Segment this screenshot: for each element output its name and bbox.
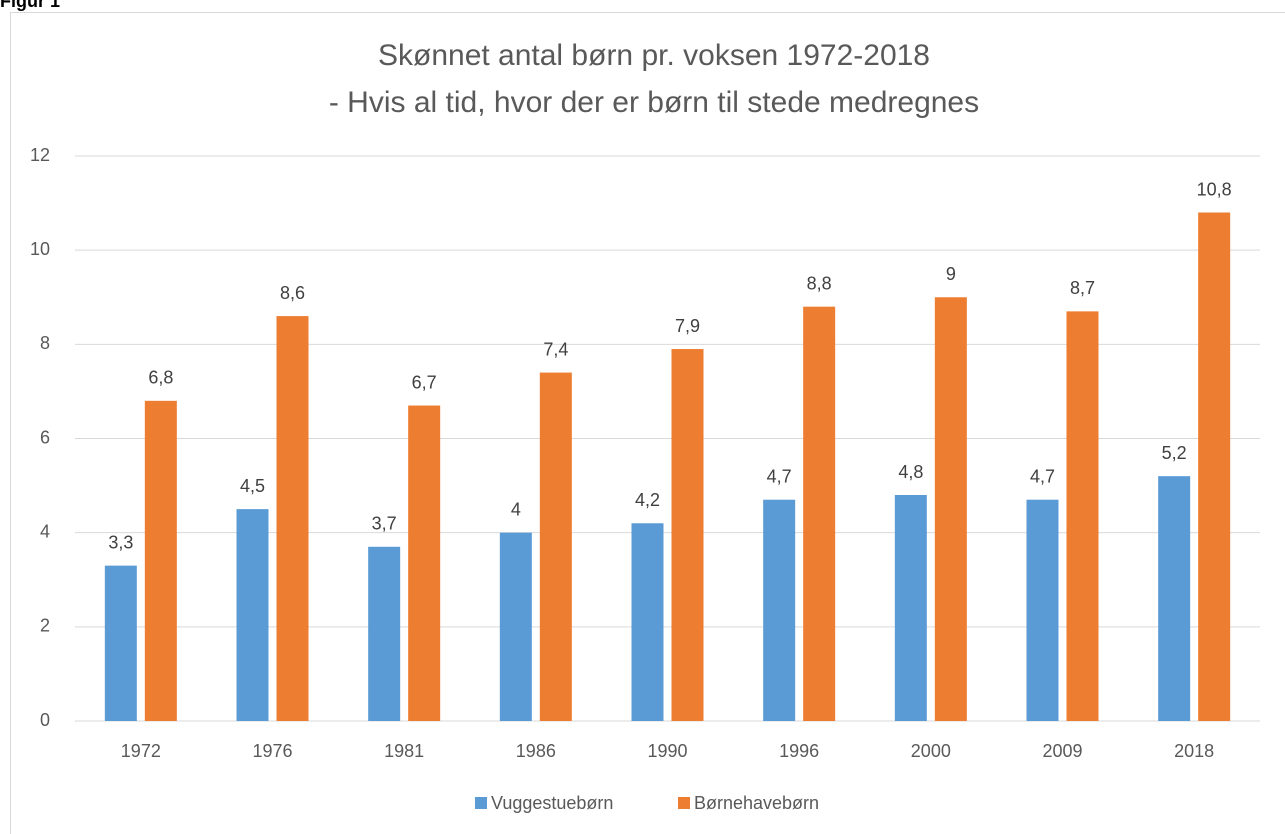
- chart-subtitle: - Hvis al tid, hvor der er børn til sted…: [329, 86, 979, 119]
- bar: [499, 532, 532, 721]
- x-tick-label: 2018: [1174, 741, 1214, 761]
- data-label: 9: [946, 264, 956, 284]
- x-tick-label: 1981: [384, 741, 424, 761]
- data-label: 4,7: [1030, 466, 1055, 486]
- data-label: 4,7: [767, 466, 792, 486]
- x-tick-label: 1972: [121, 741, 161, 761]
- x-tick-label: 1976: [252, 741, 292, 761]
- data-label: 6,8: [148, 368, 173, 388]
- bar: [894, 495, 927, 721]
- bar: [408, 405, 441, 721]
- bar: [1198, 212, 1231, 721]
- bar: [671, 349, 704, 721]
- data-label: 4: [511, 499, 521, 519]
- data-label: 7,4: [543, 339, 568, 359]
- data-label: 3,3: [108, 532, 133, 552]
- y-tick-label: 6: [40, 427, 50, 447]
- bar: [236, 509, 269, 721]
- y-tick-label: 0: [40, 710, 50, 730]
- chart-title: Skønnet antal børn pr. voksen 1972-2018: [378, 39, 930, 72]
- legend-label: Vuggestuebørn: [491, 793, 613, 813]
- bar: [1066, 311, 1099, 721]
- bar: [1026, 499, 1059, 721]
- x-tick-label: 1990: [647, 741, 687, 761]
- x-tick-label: 2009: [1042, 741, 1082, 761]
- bar: [144, 400, 177, 721]
- bar: [631, 523, 664, 721]
- legend-swatch: [475, 797, 487, 809]
- data-label: 7,9: [675, 316, 700, 336]
- legend-label: Børnehavebørn: [694, 793, 819, 813]
- data-label: 4,2: [635, 490, 660, 510]
- y-tick-label: 10: [30, 239, 50, 259]
- data-label: 3,7: [372, 514, 397, 534]
- x-tick-label: 1996: [779, 741, 819, 761]
- bar: [368, 546, 401, 721]
- x-tick-label: 1986: [516, 741, 556, 761]
- y-tick-label: 2: [40, 616, 50, 636]
- legend-swatch: [678, 797, 690, 809]
- data-label: 8,7: [1070, 278, 1095, 298]
- y-tick-label: 8: [40, 333, 50, 353]
- bar: [539, 372, 572, 721]
- bar: [1158, 476, 1191, 721]
- bar: [934, 297, 967, 721]
- figure-label: Figur 1: [0, 0, 60, 11]
- bar: [763, 499, 796, 721]
- data-label: 4,8: [898, 462, 923, 482]
- data-label: 4,5: [240, 476, 265, 496]
- y-tick-label: 12: [30, 145, 50, 165]
- y-tick-label: 4: [40, 521, 50, 541]
- data-label: 5,2: [1162, 443, 1187, 463]
- bar: [803, 306, 836, 721]
- data-label: 8,6: [280, 283, 305, 303]
- bar: [104, 565, 137, 721]
- data-label: 10,8: [1197, 179, 1232, 199]
- x-tick-label: 2000: [911, 741, 951, 761]
- data-label: 6,7: [412, 372, 437, 392]
- data-label: 8,8: [807, 273, 832, 293]
- bar: [276, 316, 309, 721]
